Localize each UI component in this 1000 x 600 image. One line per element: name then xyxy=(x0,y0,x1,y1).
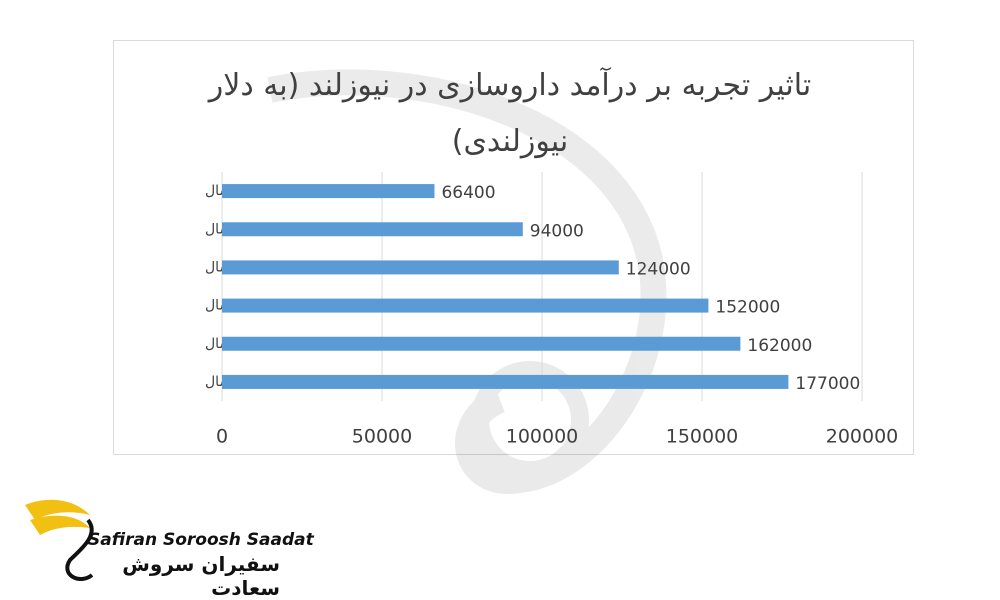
logo-name-fa: سفیران سروش سعادت xyxy=(122,552,280,600)
data-label: 94000 xyxy=(530,221,584,241)
bar xyxy=(222,184,435,199)
chart-title: تاثیر تجربه بر درآمد داروسازی در نیوزلند… xyxy=(208,68,812,159)
bar xyxy=(222,298,709,313)
x-tick-label: 200000 xyxy=(826,426,899,448)
logo-name-en: Safiran Soroosh Saadat xyxy=(88,530,314,550)
data-label: 162000 xyxy=(747,336,812,356)
x-tick-label: 150000 xyxy=(666,426,739,448)
data-label: 177000 xyxy=(795,374,860,394)
x-tick-label: 0 xyxy=(216,426,228,448)
data-label: 124000 xyxy=(626,259,691,279)
watermark xyxy=(267,69,667,494)
logo-mark xyxy=(25,499,94,581)
x-tick-label: 100000 xyxy=(506,426,579,448)
bar xyxy=(222,222,523,237)
data-label: 152000 xyxy=(715,298,780,318)
bar xyxy=(222,374,789,389)
x-tick-label: 50000 xyxy=(352,426,412,448)
bar xyxy=(222,336,741,351)
data-label: 66400 xyxy=(441,183,495,203)
bar xyxy=(222,260,619,275)
